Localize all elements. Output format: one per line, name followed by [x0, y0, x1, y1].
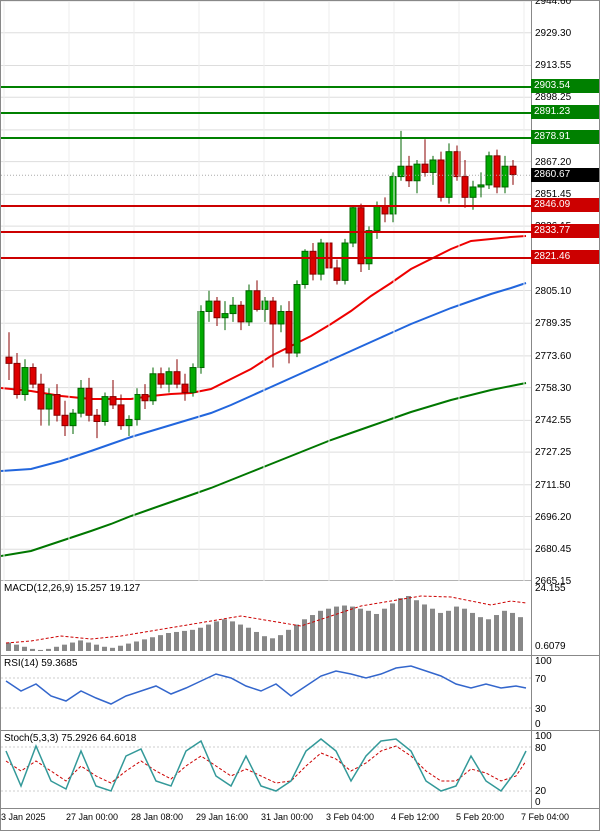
price-tick: 2913.55 [535, 60, 571, 71]
rsi-tick-100: 100 [535, 656, 552, 667]
level-label: 2821.46 [531, 250, 599, 264]
price-tick: 2773.60 [535, 351, 571, 362]
time-tick: 27 Jan 00:00 [66, 812, 118, 822]
stoch-tick-20: 20 [535, 786, 546, 797]
level-line [1, 137, 531, 139]
rsi-tick-70: 70 [535, 674, 546, 685]
time-tick: 3 Feb 04:00 [326, 812, 374, 822]
time-tick: 29 Jan 16:00 [196, 812, 248, 822]
level-line [1, 231, 531, 233]
price-tick: 2805.10 [535, 286, 571, 297]
rsi-y-axis: 100 70 30 0 [531, 656, 600, 731]
time-tick: 5 Feb 20:00 [456, 812, 504, 822]
time-tick: 4 Feb 12:00 [391, 812, 439, 822]
rsi-tick-0: 0 [535, 719, 541, 730]
level-label: 2891.23 [531, 105, 599, 119]
level-label: 2846.09 [531, 198, 599, 212]
price-tick: 2944.60 [535, 0, 571, 7]
stoch-panel[interactable]: Stoch(5,3,3) 75.2926 64.6018 [1, 731, 531, 809]
stoch-tick-0: 0 [535, 797, 541, 808]
level-label: 2833.77 [531, 224, 599, 238]
current-price-label: 2860.67 [531, 168, 599, 182]
trading-chart: 2665.152680.452696.202711.502727.252742.… [0, 0, 600, 831]
time-tick: 31 Jan 00:00 [261, 812, 313, 822]
level-line [1, 86, 531, 88]
macd-y-axis: 24.155 0.6079 [531, 581, 600, 656]
price-tick: 2742.55 [535, 415, 571, 426]
stoch-y-axis: 100 80 20 0 [531, 731, 600, 809]
price-tick: 2711.50 [535, 480, 570, 491]
rsi-panel[interactable]: RSI(14) 59.3685 [1, 656, 531, 731]
price-tick: 2696.20 [535, 512, 571, 523]
macd-tick-bottom: 0.6079 [535, 641, 566, 652]
macd-panel[interactable]: MACD(12,26,9) 15.257 19.127 [1, 581, 531, 656]
level-line [1, 112, 531, 114]
price-tick: 2867.20 [535, 157, 571, 168]
price-tick: 2680.45 [535, 544, 571, 555]
time-tick: 28 Jan 08:00 [131, 812, 183, 822]
price-tick: 2898.25 [535, 92, 571, 103]
price-tick: 2789.35 [535, 318, 571, 329]
time-axis: 3 Jan 2025 27 Jan 00:00 28 Jan 08:00 29 Jan… [1, 809, 600, 831]
macd-tick-top: 24.155 [535, 583, 566, 594]
stoch-tick-80: 80 [535, 743, 546, 754]
stoch-tick-100: 100 [535, 731, 552, 742]
time-tick: 7 Feb 04:00 [521, 812, 569, 822]
level-label: 2878.91 [531, 130, 599, 144]
level-line [1, 205, 531, 207]
time-tick: 3 Jan 2025 [1, 812, 46, 822]
price-tick: 2758.30 [535, 383, 571, 394]
price-tick: 2727.25 [535, 447, 571, 458]
level-label: 2903.54 [531, 79, 599, 93]
price-tick: 2929.30 [535, 28, 571, 39]
level-line [1, 257, 531, 259]
rsi-tick-30: 30 [535, 704, 546, 715]
